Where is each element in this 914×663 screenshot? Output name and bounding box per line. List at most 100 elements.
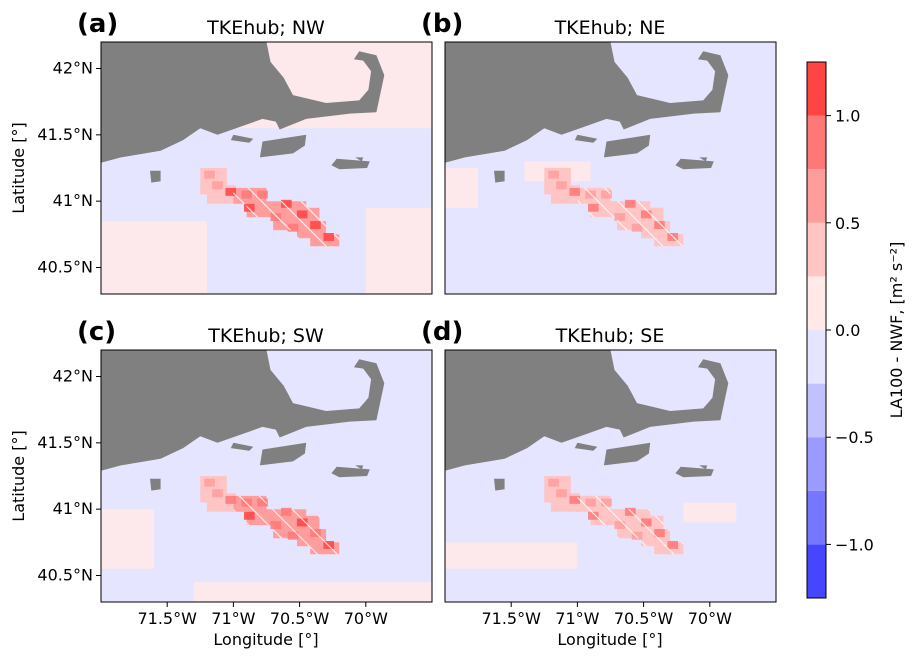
- map-b: [445, 42, 776, 294]
- colorbar-tick-label: 0.5: [835, 214, 860, 233]
- colorbar-ticks: 1.0 0.5 0.0 −0.5 −1.0: [826, 107, 874, 554]
- wake-cell: [204, 170, 215, 179]
- x-tick-label: 70°W: [344, 609, 388, 628]
- axes-frame-b: [444, 41, 777, 295]
- ylabel-c: Latitude [°]: [9, 430, 28, 521]
- wake-cell: [569, 495, 581, 504]
- x-tick-label: 71°W: [211, 609, 255, 628]
- land-mainland: [101, 350, 385, 471]
- colorbar-bin: [807, 276, 826, 330]
- island-elizabeth: [230, 134, 254, 143]
- y-tick-label: 41.5°N: [37, 125, 93, 144]
- colorbar-bins: [807, 62, 826, 598]
- colorbar: 1.0 0.5 0.0 −0.5 −1.0 LA100 - NWF, [m² s⁻²]: [806, 61, 906, 599]
- panel-label-b: (b): [421, 9, 463, 39]
- y-ticks-c: 42°N 41.5°N 41°N 40.5°N: [37, 367, 101, 584]
- lease-area-hatch: [233, 187, 340, 247]
- panel-title-b: TKEhub; NE: [554, 17, 666, 39]
- positive-halo: [101, 509, 154, 569]
- panel-label-d: (d): [421, 317, 463, 347]
- positive-halo: [101, 221, 207, 294]
- positive-halo: [445, 542, 578, 569]
- island-marthas-vineyard: [259, 442, 307, 466]
- wake-cell: [204, 478, 215, 487]
- y-tick-label: 41°N: [53, 499, 93, 518]
- colorbar-bin: [807, 169, 826, 223]
- x-ticks-c: 71.5°W 71°W 70.5°W 70°W: [137, 602, 388, 628]
- island-tuckernuck: [699, 465, 708, 470]
- panel-label-c: (c): [77, 317, 116, 347]
- island-nantucket: [331, 466, 370, 478]
- colorbar-bin: [807, 115, 826, 170]
- island-tuckernuck: [355, 465, 364, 470]
- map-d: [445, 350, 776, 602]
- land-mainland: [445, 350, 729, 471]
- island-elizabeth: [574, 442, 598, 451]
- island-block: [150, 170, 161, 183]
- island-nantucket: [675, 466, 714, 478]
- island-block: [494, 170, 505, 183]
- positive-halo: [683, 502, 737, 523]
- island-nantucket: [675, 158, 714, 170]
- panel-c: (c) TKEhub; SW 42°N 41.5°N 41°N 40.5°N 71.5…: [9, 317, 433, 649]
- y-tick-label: 40.5°N: [37, 257, 93, 276]
- axes-frame-d: [444, 349, 777, 603]
- island-marthas-vineyard: [603, 134, 651, 158]
- colorbar-label: LA100 - NWF, [m² s⁻²]: [887, 242, 906, 419]
- island-nantucket: [331, 158, 370, 170]
- panel-b: (b) TKEhub; NE: [421, 9, 777, 295]
- positive-halo: [445, 168, 479, 208]
- wake-cell: [225, 187, 237, 196]
- island-elizabeth: [230, 442, 254, 451]
- island-marthas-vineyard: [603, 442, 651, 466]
- colorbar-bin: [807, 490, 826, 545]
- map-c: [101, 350, 432, 602]
- x-tick-label: 70.5°W: [614, 609, 674, 628]
- colorbar-bin: [807, 383, 826, 438]
- y-tick-label: 42°N: [53, 59, 93, 78]
- wake-cell: [556, 181, 567, 190]
- lease-area-hatch: [577, 187, 684, 247]
- lease-area-hatch: [577, 495, 684, 555]
- panel-d: (d) TKEhub; SE 71.5°W 71°W 70.5°W 70°W Long…: [421, 317, 777, 649]
- colorbar-tick-label: −1.0: [835, 535, 874, 554]
- x-tick-label: 70.5°W: [270, 609, 330, 628]
- x-tick-label: 71.5°W: [137, 609, 197, 628]
- wake-cell: [548, 170, 559, 179]
- ylabel-a: Latitude [°]: [9, 122, 28, 213]
- panel-a: (a) TKEhub; NW 42°N 41.5°N 41°N 40.5°N Lati…: [9, 9, 433, 295]
- y-tick-label: 41°N: [53, 191, 93, 210]
- axes-frame-a: [100, 41, 433, 295]
- x-ticks-d: 71.5°W 71°W 70.5°W 70°W: [481, 602, 732, 628]
- lease-area-hatch: [233, 495, 340, 555]
- positive-halo: [193, 582, 432, 602]
- colorbar-bin: [807, 222, 826, 277]
- axes-frame-c: [100, 349, 433, 603]
- x-tick-label: 71.5°W: [481, 609, 541, 628]
- island-tuckernuck: [699, 157, 708, 162]
- wake-cell: [225, 495, 237, 504]
- island-marthas-vineyard: [259, 134, 307, 158]
- land-mainland: [101, 42, 385, 163]
- wake-cell: [556, 489, 567, 498]
- panel-label-a: (a): [77, 9, 118, 39]
- panel-title-a: TKEhub; NW: [206, 17, 325, 39]
- colorbar-tick-label: 1.0: [835, 107, 860, 126]
- y-tick-label: 40.5°N: [37, 565, 93, 584]
- land-mainland: [445, 42, 729, 163]
- colorbar-bin: [807, 330, 826, 384]
- colorbar-bin: [807, 62, 826, 116]
- map-a: [101, 42, 432, 294]
- x-tick-label: 70°W: [688, 609, 732, 628]
- wake-cell: [548, 478, 559, 487]
- wake-cell: [212, 489, 223, 498]
- panel-title-d: TKEhub; SE: [555, 325, 665, 347]
- xlabel-d: Longitude [°]: [557, 630, 662, 649]
- panel-title-c: TKEhub; SW: [207, 325, 324, 347]
- xlabel-c: Longitude [°]: [213, 630, 318, 649]
- x-tick-label: 71°W: [555, 609, 599, 628]
- y-tick-label: 42°N: [53, 367, 93, 386]
- island-elizabeth: [574, 134, 598, 143]
- colorbar-bin: [807, 544, 826, 598]
